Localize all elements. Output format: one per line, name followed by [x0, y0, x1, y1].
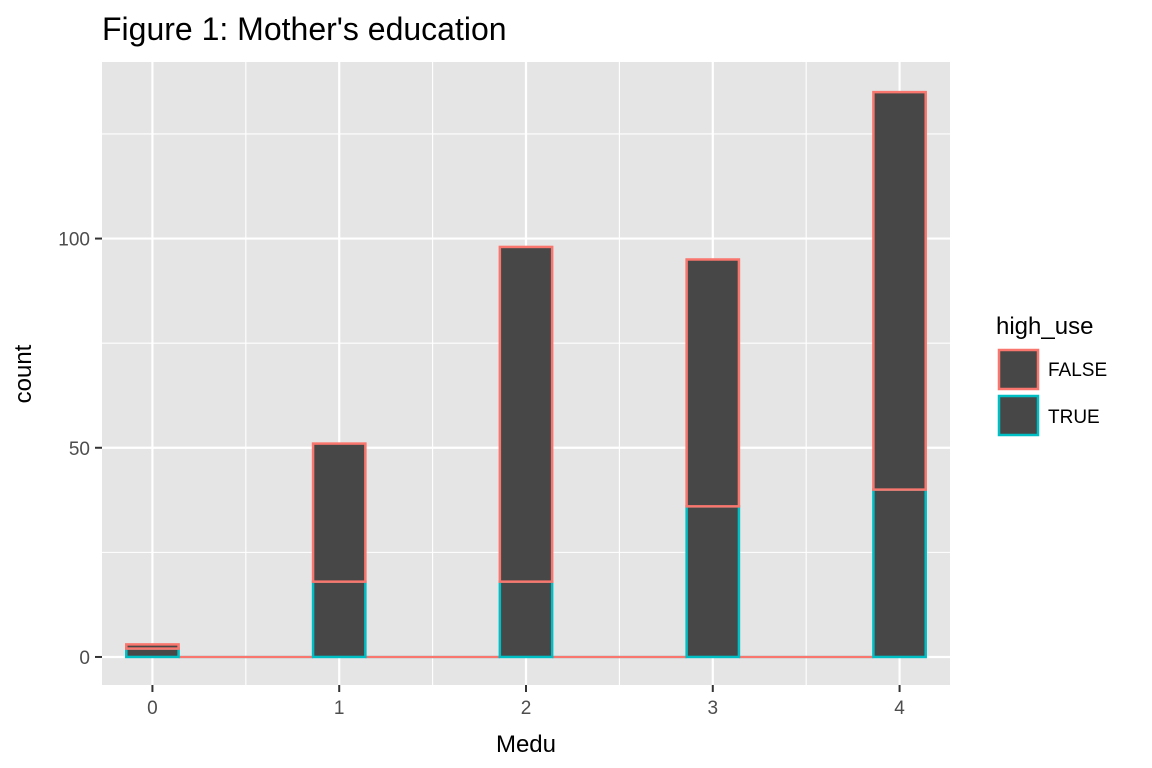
y-axis: 0 50 100	[58, 230, 102, 669]
bar-false-4	[872, 90, 927, 491]
bar-false-0	[125, 643, 180, 650]
legend: high_use FALSE TRUE	[996, 313, 1107, 437]
x-axis: 0 1 2 3 4	[147, 685, 905, 719]
bars	[125, 90, 927, 659]
bar-false-1	[311, 442, 367, 583]
bar-true-4	[872, 488, 927, 659]
x-tick-label: 4	[894, 698, 905, 719]
x-tick-label: 1	[334, 698, 345, 719]
legend-key-false	[997, 348, 1040, 391]
legend-title: high_use	[996, 313, 1093, 340]
legend-label-true: TRUE	[1048, 407, 1100, 428]
bar-true-1	[311, 580, 367, 659]
bar-false-2	[498, 245, 554, 583]
x-axis-title: Medu	[496, 731, 556, 758]
bar-false-3	[685, 258, 741, 508]
bar-true-2	[498, 580, 554, 659]
chart-title: Figure 1: Mother's education	[102, 11, 507, 47]
y-tick-label: 0	[79, 648, 90, 669]
bar-true-3	[685, 505, 741, 659]
legend-key-true	[997, 394, 1040, 437]
bar-true-0	[125, 647, 180, 659]
x-tick-label: 3	[707, 698, 718, 719]
legend-label-false: FALSE	[1048, 360, 1107, 381]
x-tick-label: 0	[147, 698, 158, 719]
y-tick-label: 100	[58, 230, 90, 251]
x-tick-label: 2	[521, 698, 532, 719]
y-axis-title: count	[10, 344, 37, 403]
y-tick-label: 50	[69, 439, 90, 460]
